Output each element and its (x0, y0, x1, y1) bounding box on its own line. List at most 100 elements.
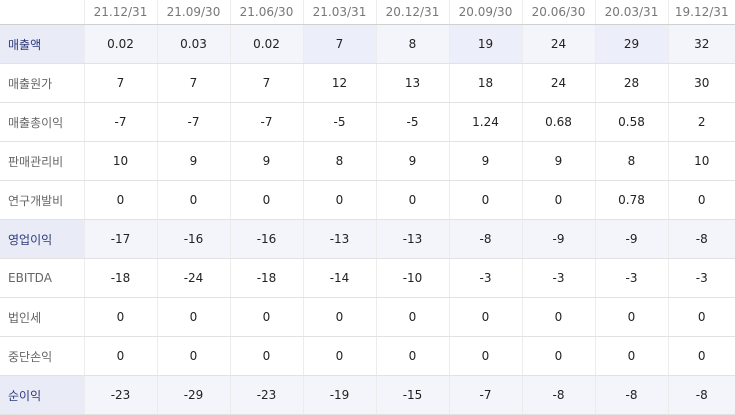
table-cell: 0 (668, 336, 735, 376)
table-cell: 0 (303, 336, 377, 376)
table-cell: -8 (668, 219, 735, 259)
table-cell: 0 (668, 180, 735, 220)
table-cell: 24 (522, 63, 596, 103)
table-cell: 0 (522, 336, 596, 376)
table-cell: 0.03 (157, 24, 231, 64)
table-cell: 32 (668, 24, 735, 64)
table-cell: 2 (668, 102, 735, 142)
table-cell: 7 (230, 63, 304, 103)
table-cell: 8 (303, 141, 377, 181)
table-cell: -3 (522, 258, 596, 298)
table-cell: 10 (668, 141, 735, 181)
table-row: 판매관리비 10 9 9 8 9 9 9 8 10 (0, 141, 735, 181)
table-cell: 7 (84, 63, 158, 103)
column-header: 21.03/31 (303, 0, 377, 25)
table-cell: 0 (449, 297, 523, 337)
table-cell: -17 (84, 219, 158, 259)
table-cell: 9 (522, 141, 596, 181)
column-header: 20.09/30 (449, 0, 523, 25)
table-row: 영업이익 -17 -16 -16 -13 -13 -8 -9 -9 -8 (0, 219, 735, 259)
table-cell: 0 (449, 180, 523, 220)
table-cell: -5 (303, 102, 377, 142)
table-cell: -7 (84, 102, 158, 142)
table-cell: 8 (376, 24, 450, 64)
row-label: 법인세 (0, 297, 85, 337)
table-cell: 0 (157, 297, 231, 337)
table-cell: -7 (449, 375, 523, 415)
row-label: 매출원가 (0, 63, 85, 103)
table-cell: 28 (595, 63, 669, 103)
table-cell: -5 (376, 102, 450, 142)
row-label: 연구개발비 (0, 180, 85, 220)
table-cell: 0.02 (230, 24, 304, 64)
table-cell: 12 (303, 63, 377, 103)
table-cell: 0 (376, 297, 450, 337)
table-cell: 7 (157, 63, 231, 103)
table-cell: -8 (449, 219, 523, 259)
table-cell: -8 (595, 375, 669, 415)
table-cell: 0.02 (84, 24, 158, 64)
table-cell: -16 (157, 219, 231, 259)
table-cell: -14 (303, 258, 377, 298)
table-row: EBITDA -18 -24 -18 -14 -10 -3 -3 -3 -3 (0, 258, 735, 298)
table-cell: 0 (157, 336, 231, 376)
table-cell: 10 (84, 141, 158, 181)
column-header: 20.06/30 (522, 0, 596, 25)
table-row: 매출액 0.02 0.03 0.02 7 8 19 24 29 32 (0, 24, 735, 64)
table-cell: 0 (84, 180, 158, 220)
row-label: 매출총이익 (0, 102, 85, 142)
row-label: 영업이익 (0, 219, 85, 259)
table-cell: 0 (230, 336, 304, 376)
table-cell: 9 (230, 141, 304, 181)
table-row: 순이익 -23 -29 -23 -19 -15 -7 -8 -8 -8 (0, 375, 735, 415)
table-cell: -24 (157, 258, 231, 298)
table-cell: 18 (449, 63, 523, 103)
table-cell: 0.78 (595, 180, 669, 220)
table-cell: -8 (668, 375, 735, 415)
table-cell: -29 (157, 375, 231, 415)
table-cell: 0.58 (595, 102, 669, 142)
table-cell: 0 (84, 297, 158, 337)
table-cell: -9 (522, 219, 596, 259)
table-cell: -18 (84, 258, 158, 298)
table-cell: 9 (376, 141, 450, 181)
table-cell: 0 (449, 336, 523, 376)
table-cell: -10 (376, 258, 450, 298)
table-row: 법인세 0 0 0 0 0 0 0 0 0 (0, 297, 735, 337)
column-header: 21.12/31 (84, 0, 158, 25)
table-cell: 9 (157, 141, 231, 181)
table-cell: -15 (376, 375, 450, 415)
table-cell: 24 (522, 24, 596, 64)
table-cell: 0 (157, 180, 231, 220)
table-cell: 0 (303, 180, 377, 220)
table-cell: 29 (595, 24, 669, 64)
table-cell: -13 (376, 219, 450, 259)
table-cell: -19 (303, 375, 377, 415)
table-cell: -9 (595, 219, 669, 259)
table-cell: 9 (449, 141, 523, 181)
row-label: 매출액 (0, 24, 85, 64)
table-cell: 0 (376, 180, 450, 220)
table-cell: 0 (230, 180, 304, 220)
table-cell: 0 (595, 336, 669, 376)
table-cell: 0 (230, 297, 304, 337)
table-cell: 13 (376, 63, 450, 103)
table-cell: 0 (595, 297, 669, 337)
table-cell: 0 (522, 297, 596, 337)
column-header: 20.03/31 (595, 0, 669, 25)
table-row: 연구개발비 0 0 0 0 0 0 0 0.78 0 (0, 180, 735, 220)
column-header: 21.09/30 (157, 0, 231, 25)
row-label: 판매관리비 (0, 141, 85, 181)
table-cell: 19 (449, 24, 523, 64)
header-row: 21.12/31 21.09/30 21.06/30 21.03/31 20.1… (0, 0, 735, 25)
table-cell: 30 (668, 63, 735, 103)
column-header: 19.12/31 (668, 0, 735, 25)
table-cell: -13 (303, 219, 377, 259)
table-cell: 0 (303, 297, 377, 337)
table-cell: 1.24 (449, 102, 523, 142)
table-cell: -3 (595, 258, 669, 298)
table-cell: 0 (522, 180, 596, 220)
table-cell: 0 (84, 336, 158, 376)
column-header: 20.12/31 (376, 0, 450, 25)
